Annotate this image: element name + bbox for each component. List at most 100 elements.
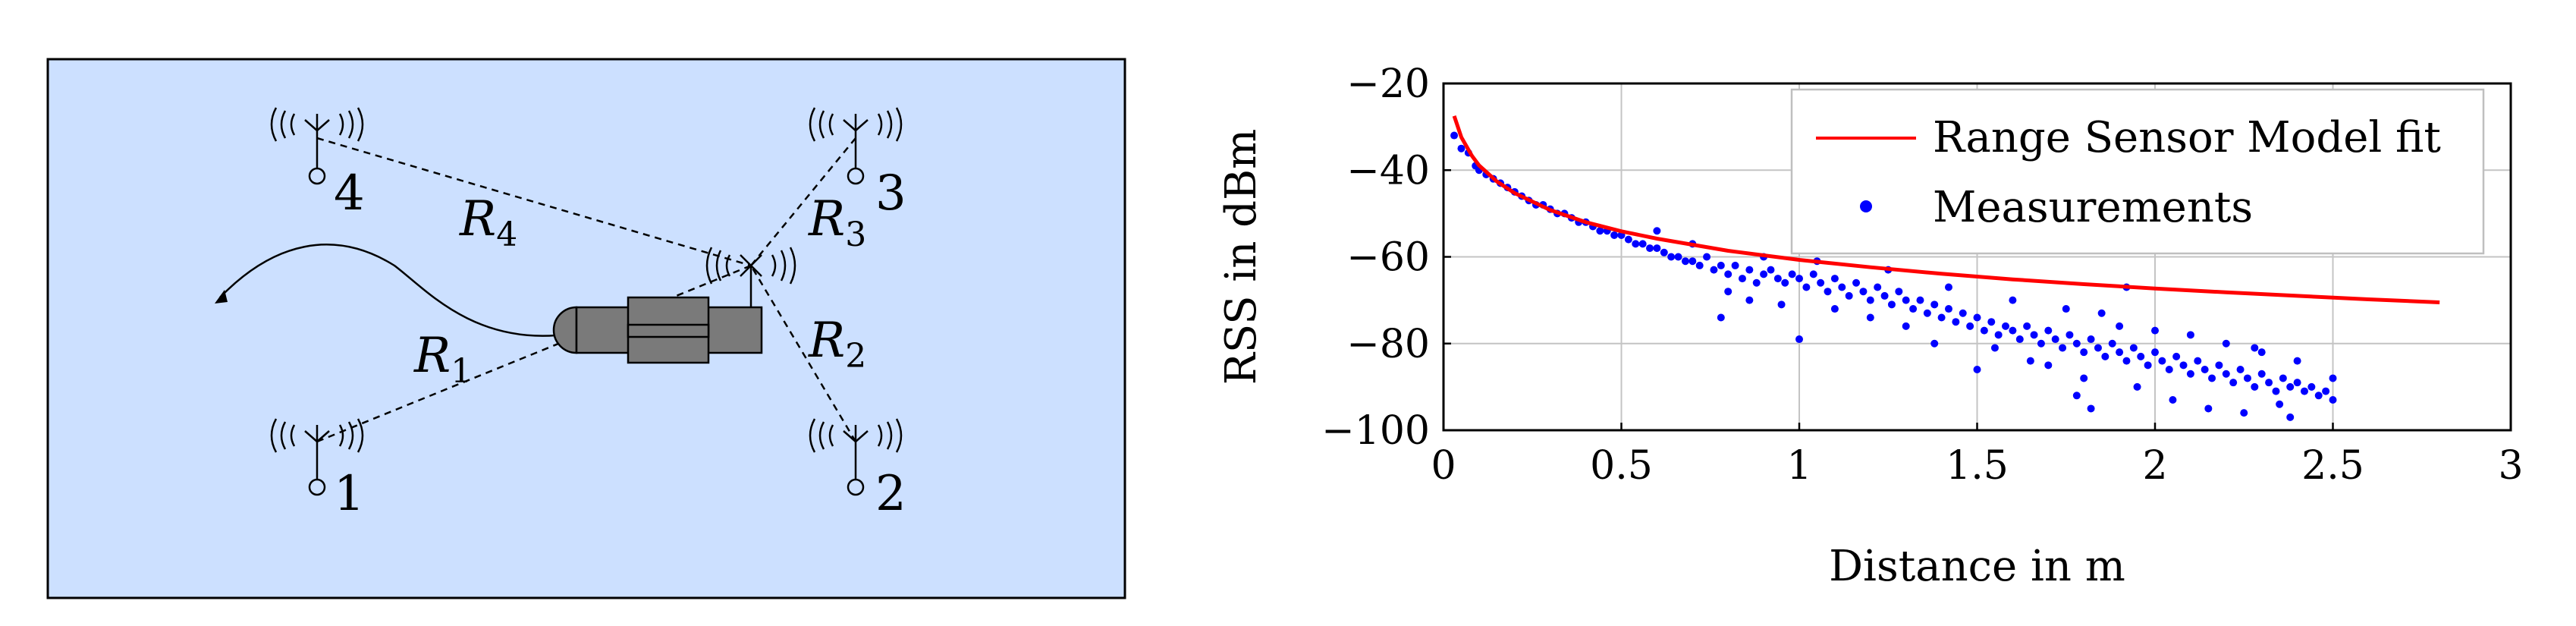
measurement-point bbox=[2329, 374, 2337, 382]
measurement-point bbox=[2009, 326, 2017, 335]
measurement-point bbox=[1930, 339, 1939, 348]
measurement-point bbox=[1880, 291, 1889, 300]
measurement-point bbox=[2072, 339, 2081, 348]
measurement-point bbox=[2059, 344, 2067, 352]
measurement-point bbox=[1646, 244, 1654, 253]
measurement-point bbox=[1923, 309, 1931, 317]
measurement-point bbox=[1457, 144, 1465, 153]
measurement-point bbox=[1638, 240, 1647, 248]
measurement-point bbox=[2051, 335, 2059, 344]
measurement-point bbox=[1674, 253, 1682, 261]
measurement-point bbox=[2062, 305, 2070, 313]
measurement-point bbox=[2072, 392, 2081, 400]
measurement-point bbox=[1717, 261, 1725, 269]
measurement-point bbox=[1681, 257, 1689, 266]
measurement-point bbox=[2122, 357, 2131, 365]
measurement-point bbox=[2236, 366, 2245, 374]
measurement-point bbox=[1703, 253, 1711, 261]
measurement-point bbox=[2137, 352, 2145, 360]
range-line-1 bbox=[316, 264, 752, 443]
measurement-point bbox=[2286, 382, 2295, 391]
anchor-label: 1 bbox=[334, 466, 365, 522]
measurement-point bbox=[1902, 322, 1910, 330]
measurement-point bbox=[2108, 339, 2116, 348]
measurement-point bbox=[1859, 288, 1868, 296]
x-tick-label: 2.5 bbox=[2301, 443, 2364, 489]
x-tick-label: 1 bbox=[1786, 443, 1811, 489]
measurement-point bbox=[2251, 382, 2259, 391]
measurement-point bbox=[2201, 366, 2209, 374]
measurement-point bbox=[1767, 266, 1775, 274]
measurement-point bbox=[1874, 283, 1882, 291]
measurement-point bbox=[2179, 361, 2188, 370]
anchor-label: 3 bbox=[875, 165, 906, 222]
legend-box bbox=[1790, 88, 2485, 255]
measurement-point bbox=[2276, 400, 2284, 408]
legend-swatch-dot bbox=[1860, 200, 1872, 212]
measurement-point bbox=[2279, 374, 2287, 382]
measurement-point bbox=[2240, 409, 2248, 417]
measurement-point bbox=[2044, 326, 2053, 335]
rss-chart: 0 0.5 1 1.5 2 2.5 3 −20 −40 −60 −80 −100 Distance i… bbox=[1217, 61, 2524, 591]
measurement-point bbox=[2222, 370, 2230, 378]
measurement-point bbox=[2265, 379, 2273, 387]
measurement-point bbox=[1660, 248, 1668, 256]
vehicle-nose bbox=[552, 306, 578, 354]
measurement-point bbox=[1973, 313, 1981, 322]
measurement-point bbox=[1596, 227, 1604, 235]
measurement-point bbox=[2186, 370, 2194, 378]
measurement-point bbox=[2307, 382, 2316, 391]
measurement-point bbox=[2087, 335, 2095, 344]
measurement-point bbox=[2329, 396, 2337, 404]
x-tick-label: 3 bbox=[2498, 443, 2523, 489]
measurement-point bbox=[1852, 278, 1861, 287]
measurement-point bbox=[1773, 275, 1782, 283]
measurement-point bbox=[1653, 244, 1661, 253]
measurement-point bbox=[1866, 313, 1874, 322]
measurement-point bbox=[2094, 344, 2102, 352]
measurement-point bbox=[1824, 288, 1832, 296]
y-tick-label: −80 bbox=[1346, 322, 1430, 367]
measurement-point bbox=[1973, 366, 1981, 374]
measurement-point bbox=[2101, 352, 2109, 360]
measurement-point bbox=[1781, 278, 1789, 287]
range-line-4 bbox=[316, 137, 752, 267]
measurement-point bbox=[1788, 270, 1796, 278]
measurement-point bbox=[2151, 348, 2159, 357]
measurement-point bbox=[2037, 339, 2045, 348]
measurement-point bbox=[1695, 261, 1704, 269]
measurement-point bbox=[2194, 357, 2202, 365]
vehicle bbox=[552, 266, 763, 364]
measurement-point bbox=[2066, 331, 2074, 339]
range-line-2 bbox=[749, 265, 857, 442]
measurement-point bbox=[2009, 296, 2017, 304]
measurement-point bbox=[1966, 322, 1974, 330]
measurement-point bbox=[1830, 305, 1839, 313]
measurement-point bbox=[2044, 361, 2053, 370]
measurement-point bbox=[2251, 344, 2259, 352]
measurement-point bbox=[2243, 374, 2251, 382]
x-tick-label: 0 bbox=[1431, 443, 1456, 489]
trajectory-curve bbox=[219, 244, 557, 337]
measurement-point bbox=[1717, 313, 1725, 322]
anchor-label: 4 bbox=[334, 165, 365, 222]
measurement-point bbox=[2151, 326, 2159, 335]
measurement-point bbox=[1866, 296, 1874, 304]
x-tick-label: 0.5 bbox=[1590, 443, 1653, 489]
measurement-point bbox=[1632, 240, 1640, 248]
measurement-point bbox=[1987, 318, 1996, 326]
vehicle-antenna-icon bbox=[705, 247, 796, 285]
measurement-point bbox=[2229, 379, 2238, 387]
anchor-4: 4 bbox=[270, 107, 365, 222]
measurement-point bbox=[1990, 344, 1999, 352]
measurement-point bbox=[1745, 266, 1754, 274]
measurement-point bbox=[2293, 379, 2301, 387]
measurement-point bbox=[1731, 261, 1739, 269]
measurement-point bbox=[1830, 275, 1839, 283]
measurement-point bbox=[2080, 374, 2088, 382]
measurement-point bbox=[2015, 335, 2024, 344]
measurement-point bbox=[1450, 131, 1459, 140]
measurement-point bbox=[2002, 322, 2010, 330]
measurement-point bbox=[1817, 278, 1825, 287]
measurement-point bbox=[1909, 305, 1918, 313]
